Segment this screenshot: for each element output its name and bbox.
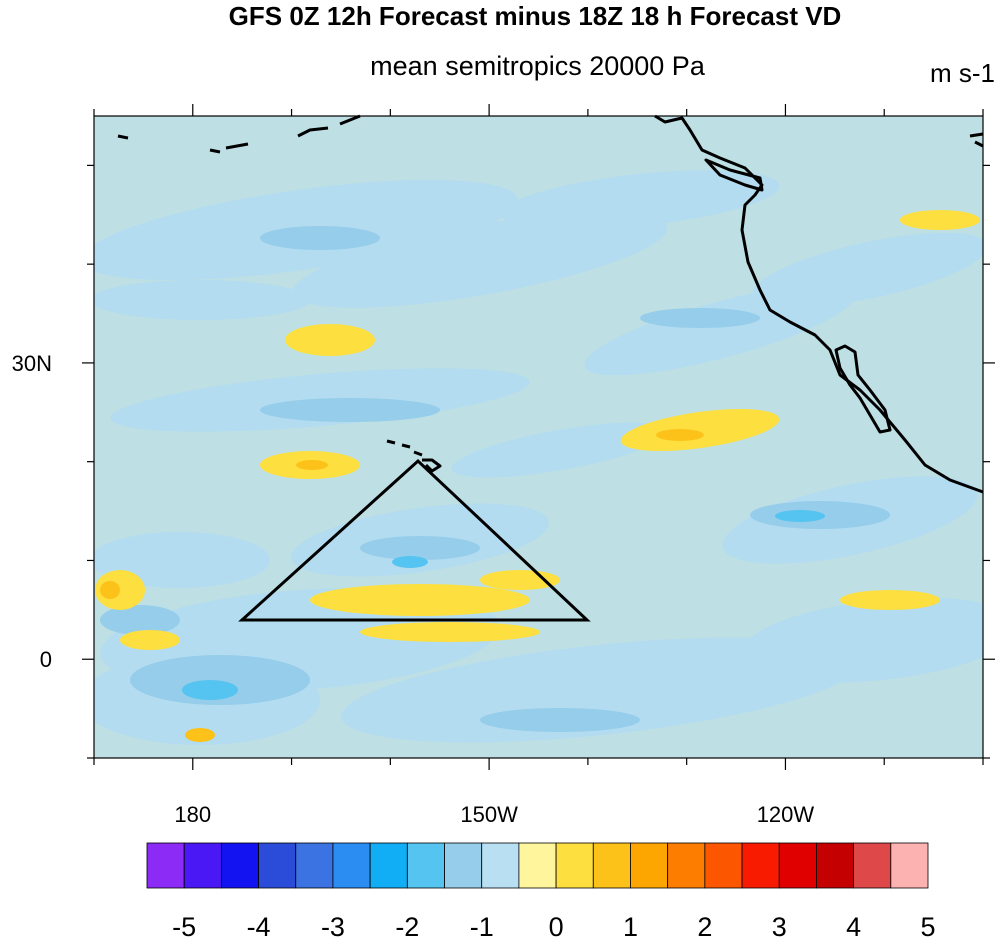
colorbar-swatch [704,842,743,889]
colorbar-label: 2 [697,912,712,942]
colorbar-swatch [667,842,706,889]
colorbar-swatch [778,842,817,889]
colorbar [146,842,929,889]
x-tick-label: 120W [757,802,815,827]
units-label: m s-1 [930,58,995,88]
colorbar-swatch [406,842,445,889]
field-texture [94,116,983,758]
colorbar-swatch [444,842,483,889]
colorbar-label: 3 [772,912,787,942]
colorbar-label: -3 [321,912,345,942]
chart-subtitle: mean semitropics 20000 Pa [370,51,705,81]
colorbar-label: -1 [470,912,494,942]
colorbar-swatch [332,842,371,889]
map-frame [93,115,984,759]
x-tick-label: 180 [174,802,211,827]
baja-california-coast [834,344,892,434]
colorbar-label: -2 [395,912,419,942]
colorbar-label: 4 [846,912,861,942]
san-francisco-bay [704,158,764,192]
colorbar-swatch [146,842,185,889]
alaska-coast-fragment [969,132,984,148]
colorbar-swatch [369,842,408,889]
anomaly-field [94,116,983,758]
map-plot-area: 180 150W 120W 0 30N [12,104,995,827]
north-america-coast [654,114,984,494]
colorbar-label: -5 [172,912,196,942]
colorbar-swatch [220,842,259,889]
colorbar-swatch [630,842,669,889]
coastlines [117,114,984,494]
colorbar-swatch [258,842,297,889]
colorbar-swatch [741,842,780,889]
y-tick-label: 30N [12,351,52,376]
field-strong-positive [100,429,704,742]
hawaii-islands [386,439,442,473]
colorbar-labels: -5 -4 -3 -2 -1 0 1 2 3 4 5 [172,912,935,942]
field-stronger-negative [100,226,890,732]
colorbar-label: -4 [247,912,271,942]
colorbar-swatch [481,842,520,889]
colorbar-swatch [853,842,892,889]
colorbar-swatch [816,842,855,889]
colorbar-label: 1 [623,912,638,942]
axis-labels: 180 150W 120W 0 30N [12,351,815,827]
x-tick-label: 150W [460,802,518,827]
aleutian-islands [117,114,361,154]
region-triangle [238,458,591,622]
colorbar-swatch [518,842,557,889]
field-positive-highs [95,210,980,650]
chart-title: GFS 0Z 12h Forecast minus 18Z 18 h Forec… [228,1,842,31]
colorbar-label: 0 [549,912,564,942]
colorbar-swatch [592,842,631,889]
colorbar-swatch [555,842,594,889]
colorbar-swatch [183,842,222,889]
colorbar-label: 5 [920,912,935,942]
field-darker-negative [182,510,825,700]
y-tick-label: 0 [40,647,52,672]
axis-ticks [82,104,995,770]
colorbar-swatch [890,842,929,889]
colorbar-swatch [295,842,334,889]
